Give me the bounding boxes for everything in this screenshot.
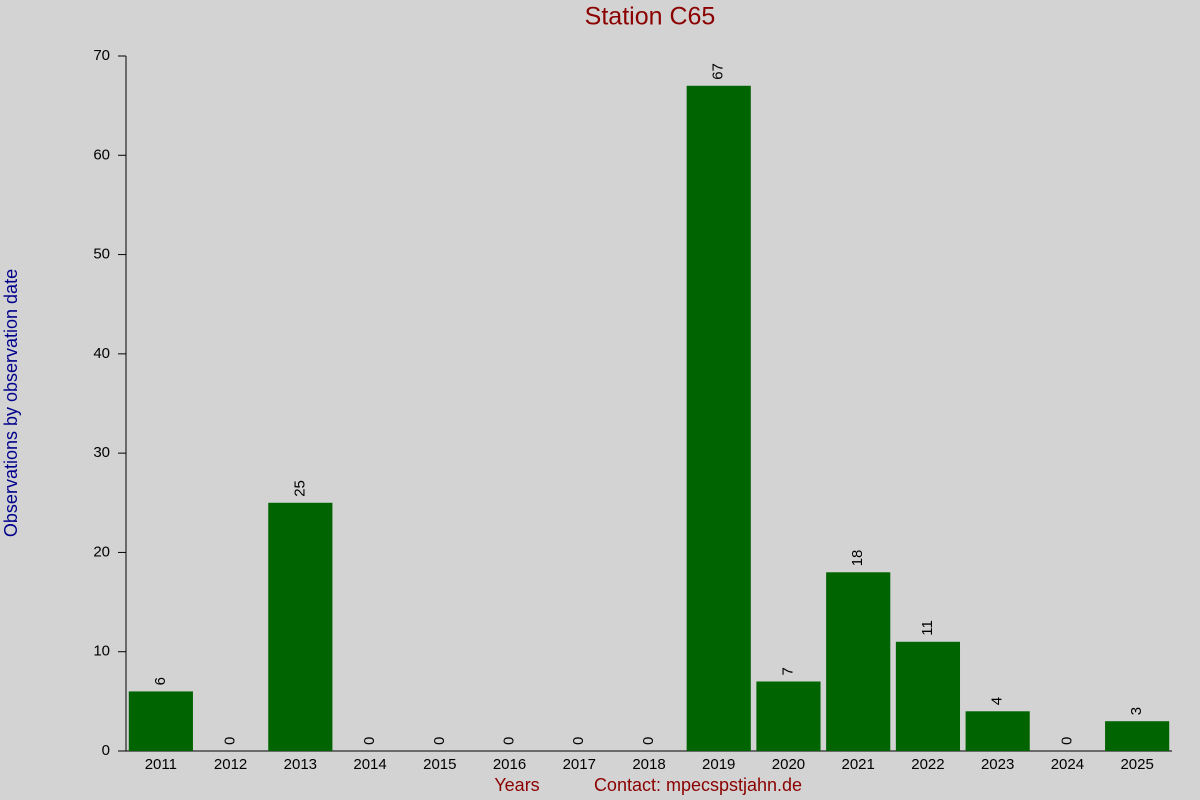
value-label: 0 xyxy=(501,737,518,745)
value-label: 0 xyxy=(640,737,657,745)
x-tick-label: 2015 xyxy=(423,756,456,773)
y-tick-label: 0 xyxy=(102,742,110,759)
chart-title: Station C65 xyxy=(585,3,716,31)
y-tick-label: 50 xyxy=(93,246,110,263)
bar xyxy=(268,502,333,751)
x-tick-label: 2019 xyxy=(702,756,735,773)
value-label: 7 xyxy=(779,667,796,675)
value-label: 18 xyxy=(849,550,866,567)
x-tick-label: 2011 xyxy=(145,756,177,773)
x-tick-label: 2016 xyxy=(493,756,526,773)
x-tick-label: 2025 xyxy=(1120,756,1153,773)
bar xyxy=(756,681,821,751)
x-tick-label: 2022 xyxy=(911,756,944,773)
value-label: 0 xyxy=(361,737,378,745)
value-label: 67 xyxy=(710,63,727,80)
y-tick-label: 10 xyxy=(93,643,110,660)
bar xyxy=(1105,721,1170,751)
value-label: 4 xyxy=(989,697,1006,705)
value-label: 3 xyxy=(1128,707,1145,715)
bar xyxy=(965,711,1030,751)
x-tick-label: 2021 xyxy=(842,756,875,773)
x-tick-label: 2012 xyxy=(214,756,247,773)
y-axis-label: Observations by observation date xyxy=(1,269,21,537)
y-tick-label: 60 xyxy=(93,146,110,163)
value-label: 25 xyxy=(291,480,308,497)
x-tick-label: 2020 xyxy=(772,756,805,773)
x-tick-label: 2017 xyxy=(563,756,596,773)
y-tick-label: 70 xyxy=(93,47,110,64)
x-axis-label: Years xyxy=(494,775,539,795)
bar xyxy=(895,641,961,751)
value-label: 0 xyxy=(1058,737,1075,745)
y-tick-label: 20 xyxy=(93,543,110,560)
annotation: Contact: mpecspstjahn.de xyxy=(594,775,802,795)
value-label: 11 xyxy=(919,620,936,636)
value-label: 0 xyxy=(431,737,448,745)
y-tick-label: 40 xyxy=(93,345,110,362)
value-label: 6 xyxy=(152,677,169,685)
x-tick-label: 2018 xyxy=(632,756,665,773)
value-label: 0 xyxy=(570,737,587,745)
x-tick-label: 2023 xyxy=(981,756,1014,773)
x-tick-label: 2024 xyxy=(1051,756,1084,773)
bar xyxy=(826,572,891,751)
bar xyxy=(128,691,193,751)
x-tick-label: 2014 xyxy=(353,756,386,773)
x-tick-label: 2013 xyxy=(284,756,317,773)
y-tick-label: 30 xyxy=(93,444,110,461)
bar xyxy=(686,85,751,752)
value-label: 0 xyxy=(222,737,239,745)
